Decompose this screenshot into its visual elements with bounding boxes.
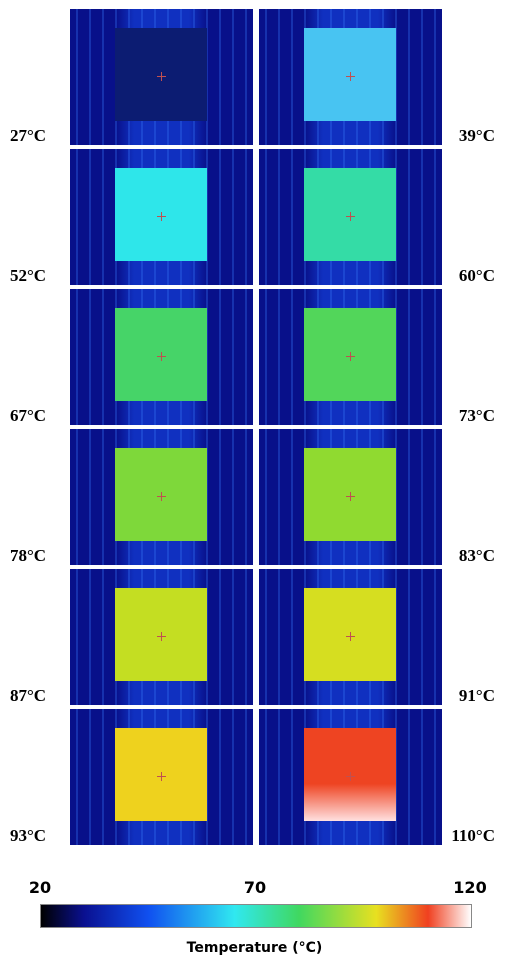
temperature-label: 27°C (10, 126, 47, 145)
crosshair (157, 352, 166, 361)
temperature-label: 60°C (458, 266, 495, 285)
temperature-label: 91°C (458, 686, 495, 705)
crosshair (346, 72, 355, 81)
thermal-image (259, 149, 442, 285)
crosshair (157, 632, 166, 641)
thermal-image (70, 429, 253, 565)
thermal-image (259, 569, 442, 705)
temperature-label: 67°C (10, 406, 47, 425)
thermal-image (70, 569, 253, 705)
temperature-label: 110°C (451, 826, 495, 845)
colorbar (40, 904, 472, 928)
crosshair (346, 772, 355, 781)
thermal-image (259, 429, 442, 565)
temperature-label: 39°C (458, 126, 495, 145)
crosshair (157, 72, 166, 81)
colorbar-tick-label: 70 (243, 878, 267, 897)
temperature-label: 52°C (10, 266, 47, 285)
thermal-image (70, 149, 253, 285)
thermal-image (259, 9, 442, 145)
temperature-label: 78°C (10, 546, 47, 565)
colorbar-tick-label: 120 (453, 878, 487, 897)
crosshair (157, 212, 166, 221)
thermal-image (70, 289, 253, 425)
crosshair (346, 212, 355, 221)
temperature-label: 93°C (10, 826, 47, 845)
thermal-image (259, 289, 442, 425)
thermal-image (70, 709, 253, 845)
crosshair (346, 632, 355, 641)
crosshair (157, 492, 166, 501)
thermal-image (70, 9, 253, 145)
temperature-label: 83°C (458, 546, 495, 565)
temperature-label: 73°C (458, 406, 495, 425)
colorbar-tick-label: 20 (28, 878, 52, 897)
crosshair (157, 772, 166, 781)
crosshair (346, 352, 355, 361)
thermal-image (259, 709, 442, 845)
crosshair (346, 492, 355, 501)
colorbar-title: Temperature (°C) (186, 940, 323, 956)
temperature-label: 87°C (10, 686, 47, 705)
